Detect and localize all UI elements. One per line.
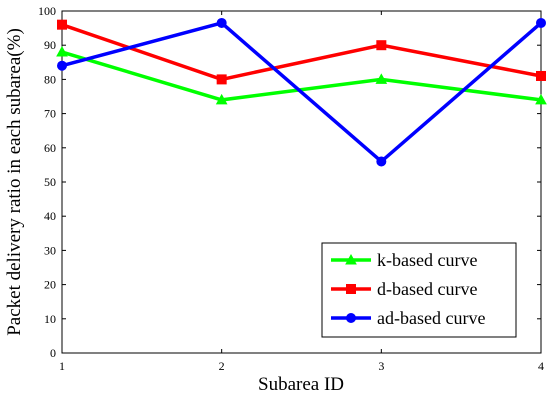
y-axis-title: Packet delivery ratio in each subarea(%) [4,28,25,336]
y-tick-label: 20 [44,278,56,292]
x-axis-title: Subarea ID [258,374,344,395]
x-tick-label: 1 [59,359,65,373]
x-tick-label: 2 [219,359,225,373]
ad-based-curve-point [376,156,387,167]
ad-based-curve-point [536,17,546,28]
legend-k-based-curve-label: k-based curve [377,250,477,270]
legend-k-based-curve-marker [345,253,357,265]
ad-based-curve-point [216,17,227,28]
ad-based-curve-line [61,21,543,164]
k-based-curve-line [61,50,542,102]
y-tick-label: 10 [44,312,56,326]
d-based-curve-point [57,19,67,30]
legend-entries: k-based curve d-based curve ad-based curve [331,250,485,328]
axis-ticks: 0 10 20 30 40 50 60 70 80 90 100 1 2 3 4 [38,4,544,373]
ad-based-curve-point [57,60,67,71]
legend-ad-based-curve-marker [346,313,356,323]
y-tick-label: 50 [44,175,56,189]
y-tick-label: 40 [44,209,56,223]
x-tick-label: 3 [378,359,384,373]
k-based-curve-point [215,93,228,105]
k-based-curve-point [535,93,547,105]
y-tick-label: 100 [38,4,56,18]
series-layer [56,17,547,167]
k-based-curve-point [56,46,68,57]
y-tick-label: 60 [44,141,56,155]
d-based-curve-line [61,23,542,82]
legend-ad-based-curve-label: ad-based curve [377,308,485,328]
y-tick-label: 0 [50,346,56,360]
y-tick-label: 70 [44,107,56,121]
legend: k-based curve d-based curve ad-based curve [321,242,517,338]
d-based-curve-point [536,70,546,81]
d-based-curve-point [376,40,387,51]
legend-d-based-curve-marker [346,284,356,294]
x-tick-label: 4 [538,359,544,373]
legend-d-based-curve-label: d-based curve [377,279,477,299]
y-tick-label: 80 [44,72,56,86]
d-based-curve-point [216,74,227,85]
y-tick-label: 30 [44,243,56,257]
y-tick-label: 90 [44,38,56,52]
k-based-curve-point [375,73,388,84]
